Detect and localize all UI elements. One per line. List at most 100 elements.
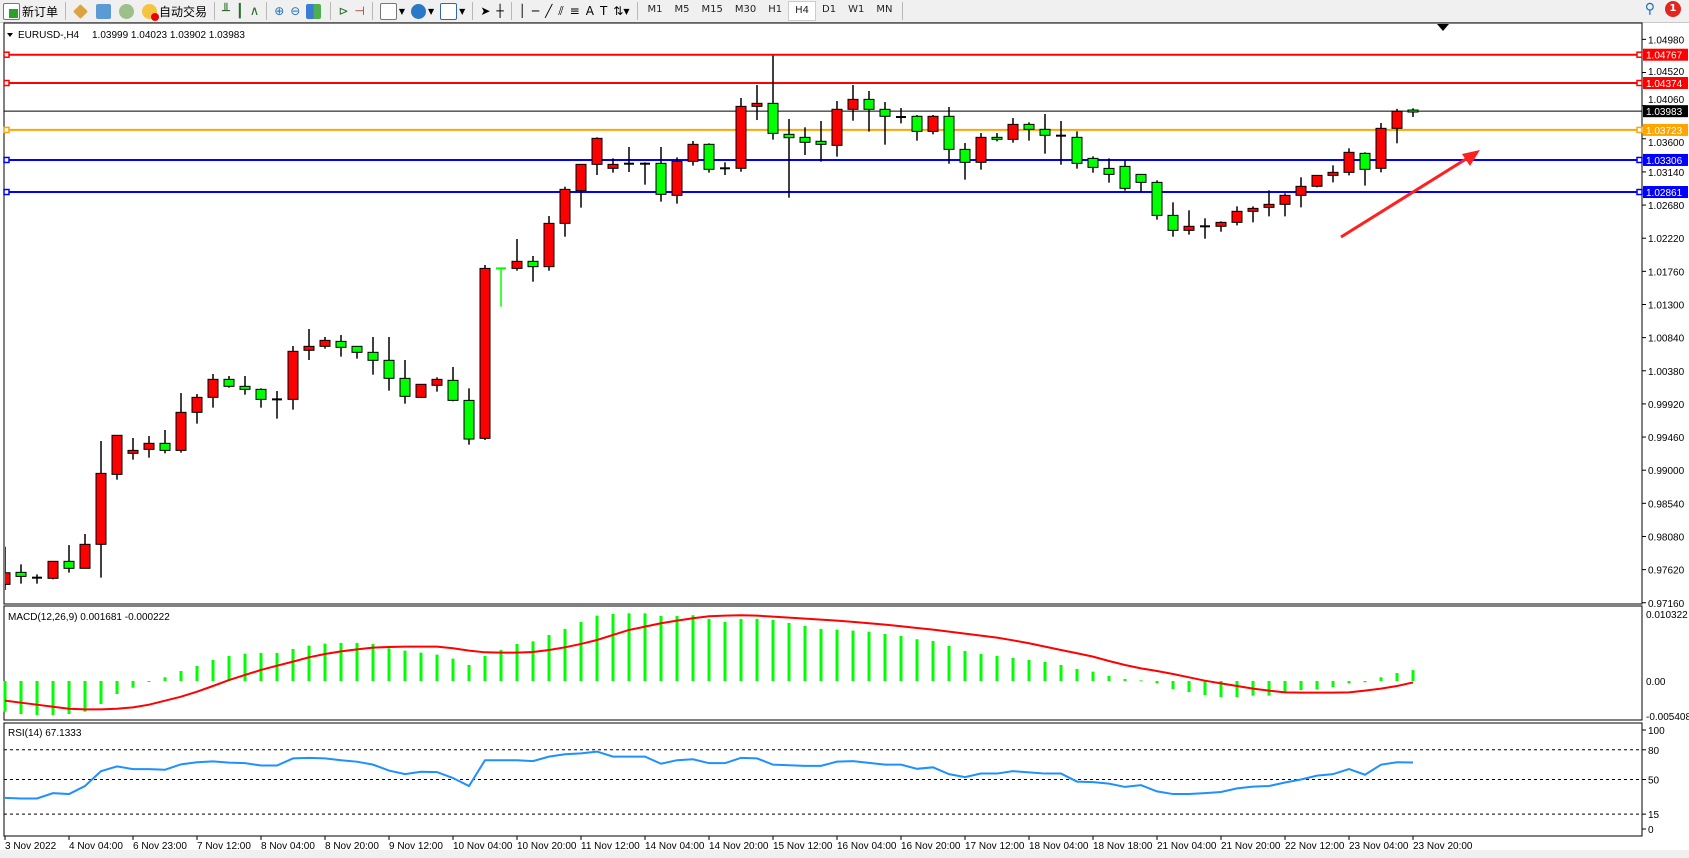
candle[interactable]	[671, 157, 683, 204]
candle[interactable]	[1103, 158, 1115, 183]
candle[interactable]	[911, 115, 923, 141]
candle[interactable]	[1007, 118, 1019, 143]
indicators-button[interactable]: ▼	[377, 1, 408, 21]
search-icon[interactable]: ⚲	[1644, 1, 1655, 17]
text-label-button[interactable]: T	[597, 1, 610, 21]
new-order-button[interactable]: 新订单	[0, 1, 61, 21]
arrows-button[interactable]: ⇅ ▼	[610, 1, 632, 21]
candle[interactable]	[111, 434, 123, 480]
candle[interactable]	[767, 55, 779, 140]
candle[interactable]	[783, 119, 795, 198]
candle[interactable]	[703, 143, 715, 173]
candle[interactable]	[1311, 174, 1323, 188]
candle[interactable]	[287, 345, 299, 410]
notification-badge[interactable]: 1	[1665, 1, 1681, 17]
candle[interactable]	[303, 328, 315, 361]
candle[interactable]	[1231, 206, 1243, 226]
candle[interactable]	[95, 441, 107, 578]
candle[interactable]	[272, 391, 282, 419]
candle[interactable]	[383, 336, 395, 391]
candle[interactable]	[1039, 113, 1051, 154]
candle[interactable]	[543, 216, 555, 271]
chart-shift-button[interactable]: ⊣	[351, 1, 367, 21]
candle[interactable]	[32, 574, 42, 584]
candle[interactable]	[879, 102, 891, 145]
candle[interactable]	[799, 127, 811, 155]
templates-button[interactable]: ▼	[437, 1, 468, 21]
candle[interactable]	[959, 143, 971, 180]
candle[interactable]	[1151, 180, 1163, 220]
candle[interactable]	[175, 393, 187, 453]
level-handle[interactable]	[1636, 51, 1643, 58]
fibonacci-button[interactable]: ≡	[567, 1, 583, 21]
zoom-out-button[interactable]: ⊖	[287, 1, 303, 21]
candle[interactable]	[143, 436, 155, 458]
candlestick-button[interactable]: ┃	[233, 1, 247, 21]
candle[interactable]	[1391, 108, 1403, 144]
crosshair-button[interactable]: ┼	[493, 1, 506, 21]
candle[interactable]	[479, 265, 491, 441]
timeframe-d1[interactable]: D1	[822, 4, 837, 15]
candle[interactable]	[1215, 221, 1227, 232]
periods-button[interactable]: ▼	[408, 1, 437, 21]
candle[interactable]	[496, 267, 506, 307]
candle[interactable]	[896, 108, 906, 124]
data-window-button[interactable]	[93, 1, 116, 21]
candle[interactable]	[1295, 177, 1307, 208]
candle[interactable]	[1087, 156, 1099, 173]
candle[interactable]	[624, 146, 634, 172]
candle[interactable]	[239, 376, 251, 395]
candle[interactable]	[927, 115, 939, 135]
candle[interactable]	[319, 336, 331, 349]
candle[interactable]	[511, 238, 523, 271]
level-handle[interactable]	[1636, 156, 1643, 164]
equidistant-channel-button[interactable]: ⫽	[555, 1, 566, 21]
vertical-line-button[interactable]: │	[516, 1, 529, 21]
candle[interactable]	[640, 162, 650, 185]
candle[interactable]	[207, 374, 219, 408]
timeframe-m1[interactable]: M1	[647, 4, 663, 15]
cursor-button[interactable]: ➤	[477, 1, 493, 21]
candle[interactable]	[575, 163, 587, 208]
candle[interactable]	[47, 560, 59, 580]
candle[interactable]	[943, 107, 955, 164]
timeframe-m30[interactable]: M30	[734, 4, 757, 15]
candle[interactable]	[847, 85, 859, 121]
candle[interactable]	[591, 137, 603, 176]
candle[interactable]	[751, 85, 763, 121]
tile-windows-button[interactable]	[303, 1, 326, 21]
candle[interactable]	[79, 534, 91, 569]
candle[interactable]	[1407, 108, 1419, 118]
level-handle[interactable]	[3, 51, 10, 58]
candle[interactable]	[655, 146, 667, 202]
candle[interactable]	[255, 388, 267, 408]
candle[interactable]	[1247, 206, 1259, 223]
candle[interactable]	[1056, 120, 1066, 165]
candle[interactable]	[863, 91, 875, 132]
candle[interactable]	[367, 336, 379, 375]
navigator-button[interactable]	[116, 1, 139, 21]
candle[interactable]	[1023, 122, 1035, 141]
candle[interactable]	[607, 158, 619, 173]
candle[interactable]	[1279, 193, 1291, 217]
candle[interactable]	[127, 437, 139, 460]
candle[interactable]	[15, 564, 27, 584]
candle[interactable]	[1359, 152, 1371, 186]
candle[interactable]	[415, 383, 427, 398]
candle[interactable]	[0, 546, 11, 591]
level-handle[interactable]	[3, 79, 10, 87]
timeframe-h1[interactable]: H1	[768, 4, 783, 15]
candle[interactable]	[815, 120, 827, 162]
candle[interactable]	[687, 141, 699, 166]
candle[interactable]	[1375, 122, 1387, 173]
timeframe-m5[interactable]: M5	[674, 4, 690, 15]
candle[interactable]	[399, 360, 411, 404]
candle[interactable]	[159, 429, 171, 454]
candle[interactable]	[1071, 131, 1083, 169]
timeframe-mn[interactable]: MN	[876, 4, 893, 15]
candle[interactable]	[63, 545, 75, 573]
candle[interactable]	[1263, 190, 1275, 217]
auto-trading-button[interactable]: 自动交易	[139, 1, 210, 21]
trend-arrow-line[interactable]	[1340, 152, 1475, 239]
zoom-in-button[interactable]: ⊕	[271, 1, 287, 21]
